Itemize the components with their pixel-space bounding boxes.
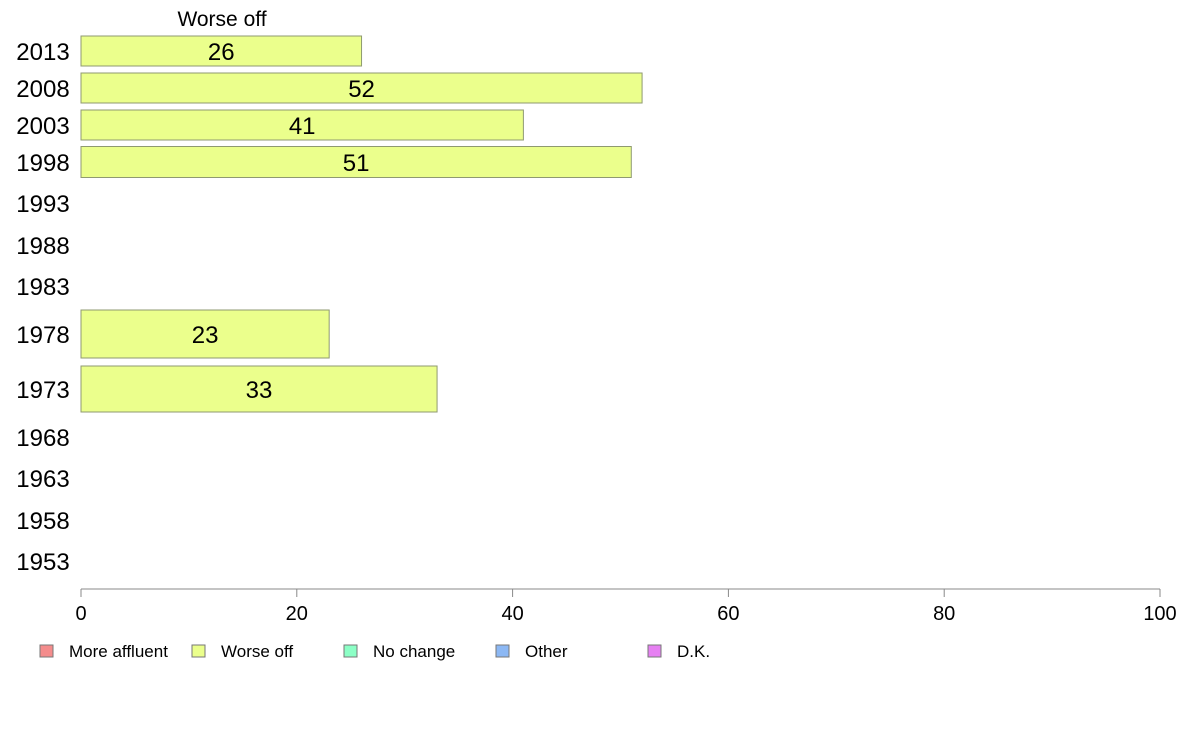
legend-item-worse-off: Worse off xyxy=(191,642,293,661)
legend-label-worse-off: Worse off xyxy=(221,642,293,661)
year-label-1983: 1983 xyxy=(16,274,69,301)
x-tick-label-80: 80 xyxy=(933,603,955,625)
x-tick-label-0: 0 xyxy=(75,603,86,625)
x-tick-label-20: 20 xyxy=(286,603,308,625)
year-label-1958: 1958 xyxy=(16,508,69,535)
legend-label-other: Other xyxy=(525,642,568,661)
x-tick-label-100: 100 xyxy=(1143,603,1176,625)
legend-label-more-affluent: More affluent xyxy=(69,642,168,661)
bar-value-label-2003: 41 xyxy=(289,113,316,140)
legend-item-other: Other xyxy=(495,642,568,661)
year-label-1968: 1968 xyxy=(16,425,69,452)
legend-swatch-no-change xyxy=(343,644,358,658)
year-label-1993: 1993 xyxy=(16,191,69,218)
legend-swatch-worse-off xyxy=(191,644,206,658)
year-label-1988: 1988 xyxy=(16,233,69,260)
bar-2008 xyxy=(80,72,643,104)
legend-label-no-change: No change xyxy=(373,642,455,661)
year-label-1953: 1953 xyxy=(16,549,69,576)
legend-item-more-affluent: More affluent xyxy=(39,642,168,661)
bar-1978 xyxy=(80,309,330,359)
x-tick-label-40: 40 xyxy=(501,603,523,625)
bar-value-label-2008: 52 xyxy=(348,76,375,103)
series-title: Worse off xyxy=(177,8,266,31)
bar-value-label-2013: 26 xyxy=(208,39,235,66)
year-label-1963: 1963 xyxy=(16,466,69,493)
year-label-1998: 1998 xyxy=(16,150,69,177)
legend-item-no-change: No change xyxy=(343,642,455,661)
legend-swatch-other xyxy=(495,644,510,658)
x-tick-label-60: 60 xyxy=(717,603,739,625)
bar-2013 xyxy=(80,35,363,67)
year-label-2003: 2003 xyxy=(16,113,69,140)
bar-1998 xyxy=(80,146,632,178)
bar-value-label-1978: 23 xyxy=(192,322,219,349)
year-label-1978: 1978 xyxy=(16,322,69,349)
legend-label-d-k: D.K. xyxy=(677,642,710,661)
bar-1973 xyxy=(80,365,438,413)
legend-swatch-d-k xyxy=(647,644,662,658)
bar-value-label-1998: 51 xyxy=(343,150,370,177)
legend-swatch-more-affluent xyxy=(39,644,54,658)
year-label-1973: 1973 xyxy=(16,377,69,404)
bar-value-label-1973: 33 xyxy=(246,377,273,404)
bar-2003 xyxy=(80,109,524,141)
year-label-2008: 2008 xyxy=(16,76,69,103)
year-label-2013: 2013 xyxy=(16,39,69,66)
legend-item-d-k: D.K. xyxy=(647,642,710,661)
